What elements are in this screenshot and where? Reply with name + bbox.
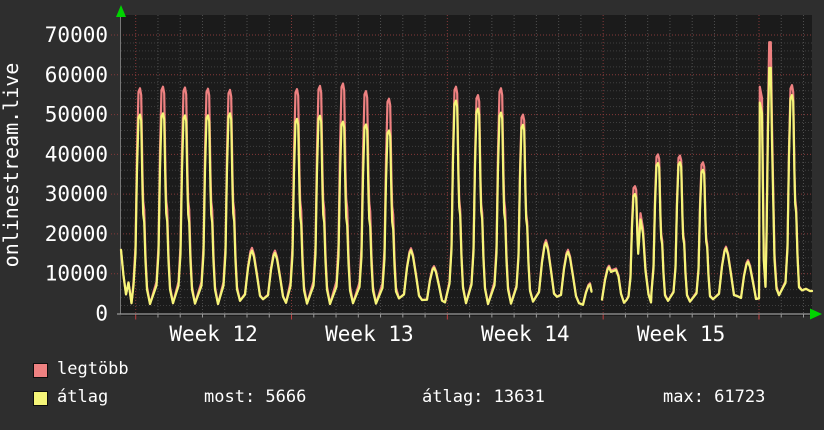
y-tick-label: 30000: [45, 182, 108, 206]
y-tick-label: 20000: [45, 222, 108, 246]
x-tick-label: Week 14: [481, 322, 570, 346]
y-tick-label: 40000: [45, 142, 108, 166]
legend-label-legtobb: legtöbb: [57, 359, 129, 379]
stat-max: max: 61723: [663, 387, 766, 407]
y-tick-label: 70000: [45, 23, 108, 47]
y-tick-label: 0: [95, 302, 108, 326]
y-tick-label: 60000: [45, 63, 108, 87]
stat-most: most: 5666: [204, 387, 307, 407]
grid-minor: [121, 42, 812, 307]
axes: [117, 12, 816, 315]
legend-label-atlag: átlag: [57, 387, 109, 407]
x-tick-labels: Week 12 Week 13 Week 14 Week 15: [169, 322, 725, 346]
x-tick-label: Week 12: [169, 322, 258, 346]
axis-arrows: [116, 5, 822, 320]
y-tick-label: 10000: [45, 262, 108, 286]
y-tick-label: 50000: [45, 103, 108, 127]
x-tick-label: Week 13: [325, 322, 414, 346]
stat-atlag: átlag: 13631: [422, 387, 545, 407]
x-tick-label: Week 15: [637, 322, 726, 346]
y-tick-labels: 0 10000 20000 30000 40000 50000 60000 70000: [45, 23, 108, 326]
legend-swatch-atlag: [33, 391, 48, 406]
legend-swatch-legtobb: [33, 363, 48, 378]
x-axis-arrow-icon: [810, 308, 822, 320]
y-axis-arrow-icon: [116, 5, 126, 17]
series-line-avg: [119, 66, 814, 306]
